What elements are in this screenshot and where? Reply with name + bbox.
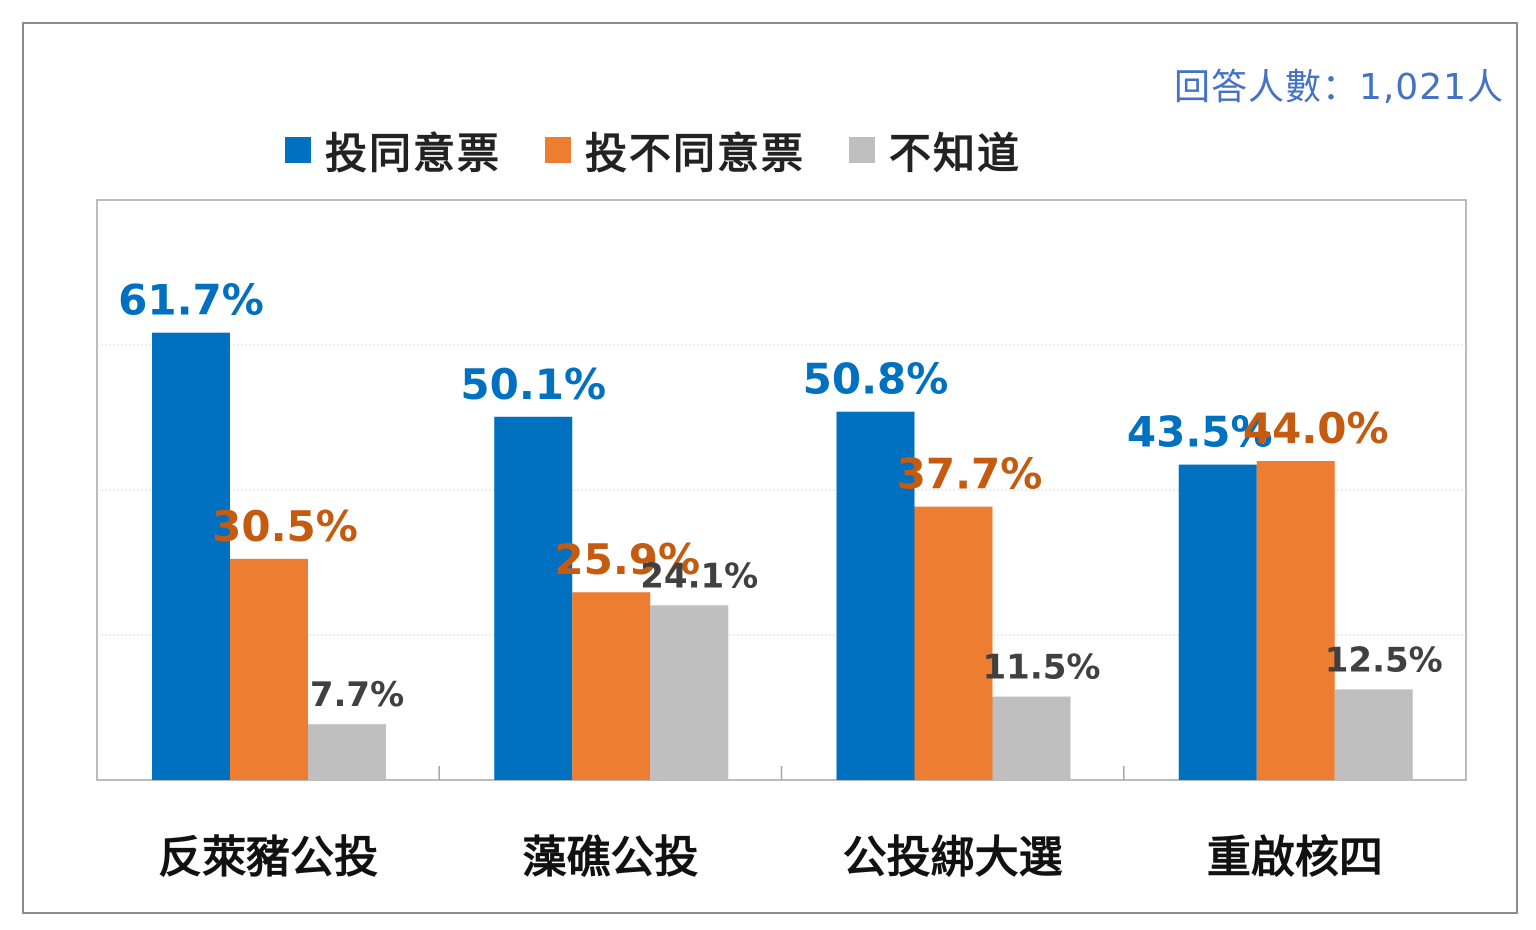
data-label: 43.5%: [1127, 408, 1273, 457]
bar: [1256, 461, 1335, 780]
data-label: 25.9%: [554, 535, 700, 584]
bar: [308, 724, 386, 780]
legend-label-unknown: 不知道: [889, 128, 1022, 178]
data-label: 37.7%: [897, 450, 1043, 499]
category-label: 反萊豬公投: [158, 832, 378, 883]
respondents-count: 回答人數：1,021人: [1173, 67, 1504, 108]
data-label: 50.8%: [803, 355, 949, 404]
bar: [494, 416, 573, 780]
data-label: 30.5%: [212, 502, 358, 551]
data-label: 11.5%: [983, 648, 1101, 688]
legend-item-agree: 投同意票: [284, 120, 501, 181]
data-label: 24.1%: [640, 556, 758, 596]
legend-swatch-agree: [284, 137, 311, 163]
bar: [914, 506, 993, 780]
data-label: 7.7%: [310, 675, 404, 715]
data-label: 50.1%: [460, 360, 606, 409]
bar: [650, 605, 729, 780]
bar: [836, 411, 915, 780]
legend-item-disagree: 投不同意票: [544, 120, 805, 181]
category-label: 公投綁大選: [843, 832, 1063, 883]
bar: [992, 696, 1071, 780]
category-label: 藻礁公投: [522, 832, 698, 883]
bar: [1334, 689, 1413, 780]
data-label: 61.7%: [118, 276, 264, 325]
legend-label-disagree: 投不同意票: [584, 128, 805, 178]
data-label: 44.0%: [1243, 404, 1389, 453]
bar: [1178, 464, 1257, 780]
bar: [572, 592, 651, 780]
bar: [230, 558, 308, 780]
legend-item-unknown: 不知道: [849, 120, 1021, 181]
data-label: 12.5%: [1325, 640, 1443, 680]
bar: [152, 332, 230, 780]
category-label: 重啟核四: [1207, 832, 1383, 883]
legend: 投同意票 投不同意票 不知道: [0, 120, 1536, 180]
legend-label-agree: 投同意票: [324, 128, 501, 178]
legend-swatch-unknown: [849, 137, 875, 163]
legend-swatch-disagree: [544, 137, 571, 163]
